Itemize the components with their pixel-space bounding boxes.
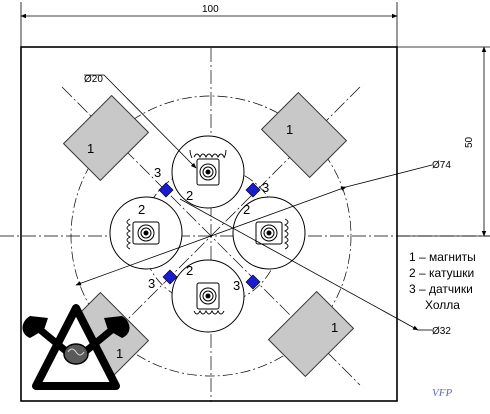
height-dimension: 50 <box>397 46 490 237</box>
coil-left <box>109 196 183 270</box>
legend-line-1: 1 – магниты <box>409 250 476 264</box>
legend: 1 – магниты 2 – катушки 3 – датчики Холл… <box>409 250 476 312</box>
d20-label: Ø20 <box>84 74 103 85</box>
coils <box>109 135 306 333</box>
d20-leader <box>84 74 197 169</box>
callout-3-bottom-right: 3 <box>233 278 240 293</box>
magnet-bottom-right <box>267 290 355 378</box>
sensor-top-left <box>158 182 174 198</box>
watermark: VFP <box>432 387 452 399</box>
leaders <box>75 74 433 331</box>
logo-emblem <box>22 304 130 390</box>
d32-line <box>179 198 419 331</box>
callout-3-top-right: 3 <box>262 180 269 195</box>
d74-label: Ø74 <box>432 160 451 171</box>
legend-line-3: 3 – датчики <box>409 282 473 296</box>
coil-top <box>171 135 245 209</box>
callout-2-left: 2 <box>138 202 145 217</box>
callout-2-right: 2 <box>243 202 250 217</box>
magnet-top-left <box>62 94 150 182</box>
callout-1-bottom-right: 1 <box>331 320 338 335</box>
legend-line-2: 2 – катушки <box>409 266 474 280</box>
callout-2-bottom: 2 <box>186 263 193 278</box>
magnets <box>62 91 355 379</box>
callout-1-top-left: 1 <box>87 141 94 156</box>
legend-line-4: Холла <box>425 298 460 312</box>
callout-2-top: 2 <box>186 188 193 203</box>
pitch-circle-74 <box>70 95 352 377</box>
callout-3-bottom-left: 3 <box>148 276 155 291</box>
width-dimension: 100 <box>20 2 398 47</box>
d74-line <box>75 186 347 286</box>
plate-outline <box>20 46 398 402</box>
d32-label: Ø32 <box>432 326 451 337</box>
width-dimension-label: 100 <box>202 4 219 15</box>
callout-3-top-left: 3 <box>154 165 161 180</box>
height-dimension-label: 50 <box>464 136 475 148</box>
part-numbers: 1 1 1 1 2 2 2 2 3 3 3 3 <box>87 122 338 361</box>
magnet-top-right <box>260 91 348 179</box>
coil-bottom <box>171 259 245 333</box>
sensor-top-right <box>245 182 261 198</box>
callout-1-bottom-left: 1 <box>116 346 123 361</box>
callout-1-top-right: 1 <box>286 122 293 137</box>
